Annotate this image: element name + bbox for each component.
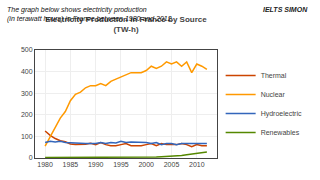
svg-text:Hydroelectric: Hydroelectric [261, 110, 302, 118]
svg-text:1995: 1995 [113, 161, 129, 168]
svg-text:The graph below shows electric: The graph below shows electricity produc… [7, 6, 174, 23]
svg-text:IELTS SIMON: IELTS SIMON [263, 6, 308, 13]
svg-text:Renewables: Renewables [261, 129, 300, 136]
svg-text:1985: 1985 [63, 161, 79, 168]
svg-text:2010: 2010 [189, 161, 205, 168]
svg-text:300: 300 [21, 90, 33, 97]
svg-text:Electricity Production in Fran: Electricity Production in France by Sour… [45, 15, 207, 34]
svg-text:400: 400 [21, 68, 33, 75]
svg-text:1980: 1980 [37, 161, 53, 168]
svg-text:500: 500 [21, 46, 33, 53]
svg-text:Thermal: Thermal [261, 72, 287, 79]
svg-text:200: 200 [21, 111, 33, 118]
svg-text:2000: 2000 [138, 161, 154, 168]
svg-text:2005: 2005 [164, 161, 180, 168]
svg-text:0: 0 [29, 154, 33, 161]
svg-text:Nuclear: Nuclear [261, 91, 286, 98]
svg-text:100: 100 [21, 133, 33, 140]
svg-text:1990: 1990 [88, 161, 104, 168]
